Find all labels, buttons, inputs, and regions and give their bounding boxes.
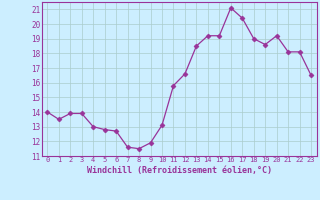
X-axis label: Windchill (Refroidissement éolien,°C): Windchill (Refroidissement éolien,°C) — [87, 166, 272, 175]
